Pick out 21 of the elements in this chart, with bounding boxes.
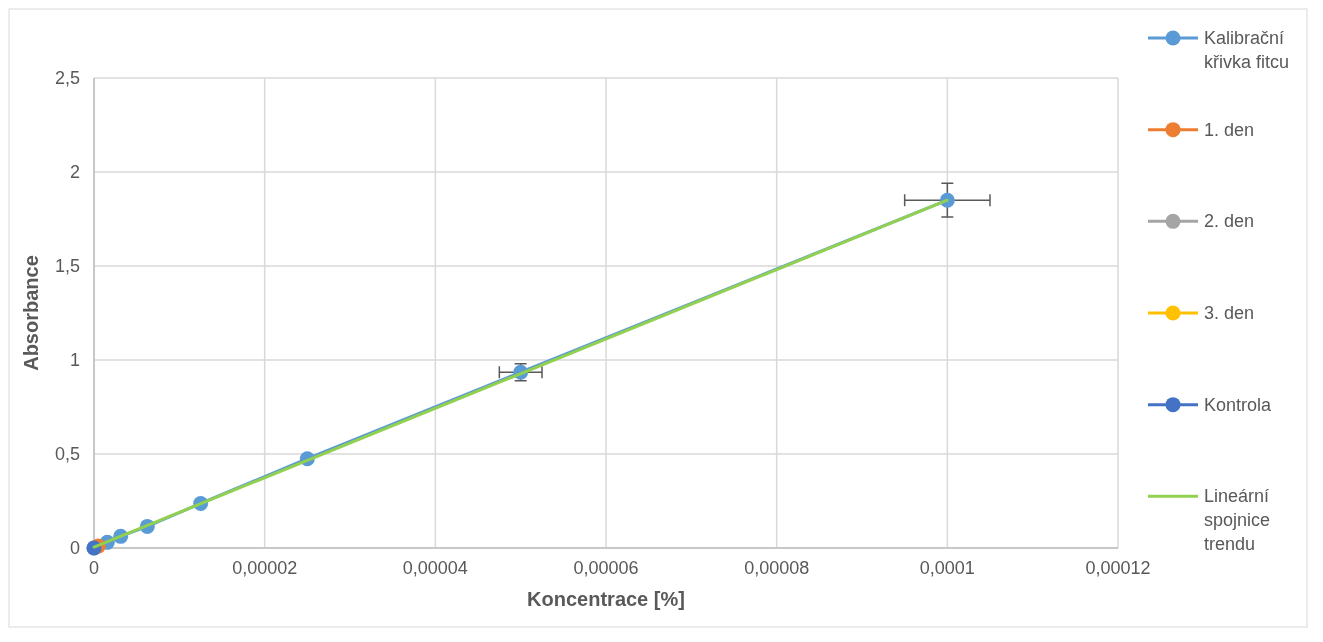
x-axis-title: Koncentrace [%] <box>527 588 685 610</box>
x-tick-label: 0,0001 <box>919 558 975 578</box>
x-tick-label: 0,00012 <box>1085 558 1151 578</box>
legend-label: 1. den <box>1204 119 1255 140</box>
y-tick-label: 2,5 <box>54 68 80 88</box>
x-tick-label: 0,00004 <box>402 558 468 578</box>
y-axis-title: Absorbance <box>20 255 42 371</box>
legend-label: 2. den <box>1204 211 1255 232</box>
y-tick-label: 1,5 <box>54 256 80 276</box>
legend-label: 3. den <box>1204 303 1255 323</box>
legend-label: Kalibrační křivka fitcu <box>1204 28 1290 72</box>
y-tick-label: 0 <box>69 538 80 558</box>
legend-label: Kontrola <box>1204 394 1273 415</box>
y-tick-label: 0,5 <box>54 444 80 464</box>
y-tick-label: 2 <box>69 162 80 182</box>
x-tick-label: 0,00002 <box>232 558 298 578</box>
y-tick-label: 1 <box>69 350 80 370</box>
x-tick-label: 0,00008 <box>744 558 810 578</box>
legend-label: Lineární spojnice trendu <box>1204 486 1271 555</box>
x-tick-label: 0,00006 <box>573 558 639 578</box>
x-tick-label: 0 <box>88 558 100 578</box>
